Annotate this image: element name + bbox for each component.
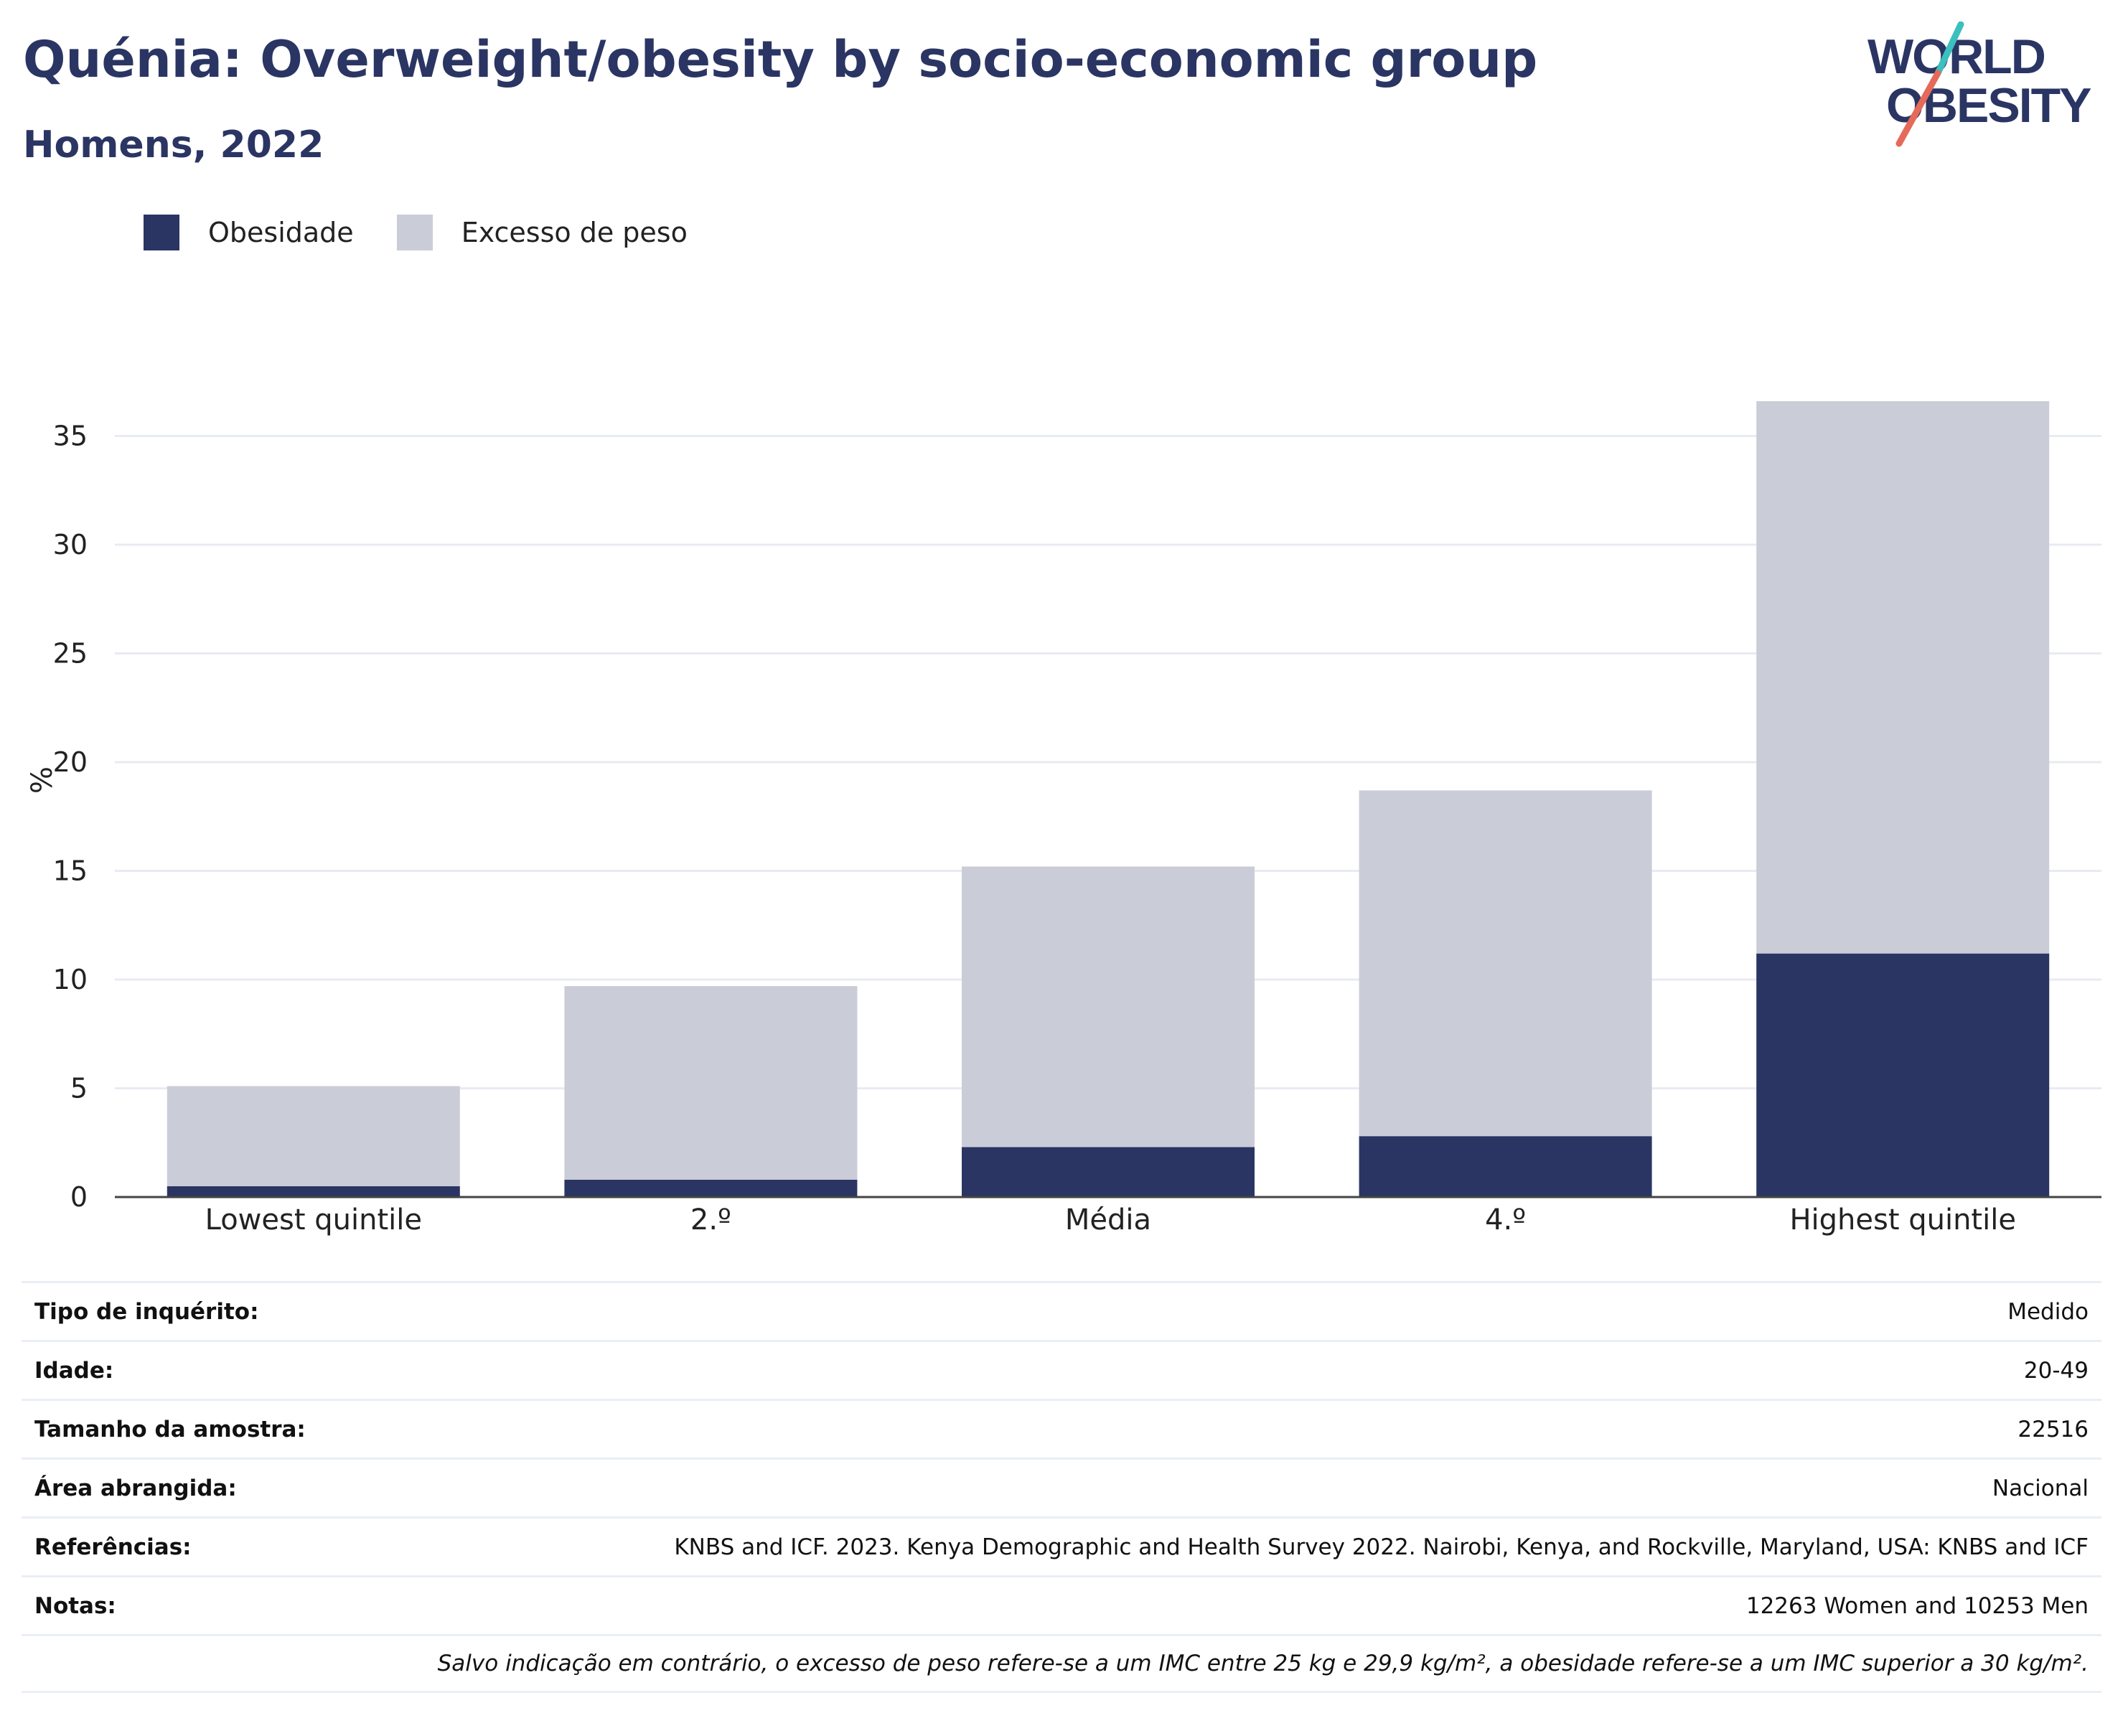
- bar-overweight: [962, 866, 1255, 1148]
- world-obesity-logo: WORLD OBESITY: [1867, 22, 2093, 147]
- info-row-references: Referências: KNBS and ICF. 2023. Kenya D…: [22, 1516, 2101, 1575]
- info-label: Área abrangida:: [34, 1475, 237, 1501]
- y-tick-label: 30: [53, 529, 88, 560]
- x-tick-label: 4.º: [1485, 1204, 1526, 1237]
- bar-obesity: [167, 1186, 460, 1197]
- y-tick-label: 0: [70, 1181, 88, 1213]
- chart-title: Quénia: Overweight/obesity by socio-econ…: [23, 30, 1538, 89]
- x-tick-label: Highest quintile: [1789, 1204, 2016, 1237]
- bar-chart: 0 5 10 15 20 25 30 35% Lowest quintile 2.º Média 4.…: [26, 401, 2101, 1237]
- legend-item-overweight[interactable]: Excesso de peso: [396, 215, 688, 250]
- y-axis-title: %: [26, 766, 59, 794]
- chart-subtitle: Homens, 2022: [23, 123, 324, 166]
- x-tick-label: Média: [1065, 1204, 1151, 1237]
- info-row-sample-size: Tamanho da amostra: 22516: [22, 1399, 2101, 1458]
- info-value: Nacional: [1992, 1475, 2089, 1501]
- bar-overweight: [167, 1086, 460, 1186]
- info-value: 20-49: [2023, 1357, 2089, 1384]
- info-row-age: Idade: 20-49: [22, 1340, 2101, 1399]
- info-value: 22516: [2017, 1416, 2089, 1442]
- legend-label-obesity: Obesidade: [208, 217, 354, 248]
- logo-slash-coral: [1895, 70, 1941, 147]
- bar-overweight: [1359, 790, 1652, 1137]
- info-label: Tipo de inquérito:: [34, 1298, 259, 1325]
- info-footnote: Salvo indicação em contrário, o excesso …: [22, 1634, 2101, 1693]
- survey-info-table: Tipo de inquérito: Medido Idade: 20-49 T…: [22, 1281, 2101, 1693]
- legend-label-overweight: Excesso de peso: [461, 217, 688, 248]
- legend-swatch-obesity: [144, 215, 179, 250]
- bar-overweight: [1756, 401, 2050, 954]
- bar-obesity: [564, 1179, 858, 1197]
- footnote-text: Salvo indicação em contrário, o excesso …: [437, 1651, 2089, 1676]
- chart-legend: Obesidade Excesso de peso: [144, 212, 731, 253]
- info-label: Notas:: [34, 1592, 116, 1619]
- info-label: Referências:: [34, 1534, 192, 1560]
- info-label: Tamanho da amostra:: [34, 1416, 306, 1442]
- y-tick-label: 10: [53, 964, 88, 995]
- bar-obesity: [1756, 953, 2050, 1197]
- y-tick-label: 15: [53, 855, 88, 887]
- y-tick-label: 35: [53, 421, 88, 452]
- info-value: Medido: [2007, 1298, 2089, 1325]
- info-label: Idade:: [34, 1357, 114, 1384]
- info-value: KNBS and ICF. 2023. Kenya Demographic an…: [674, 1534, 2089, 1560]
- info-value: 12263 Women and 10253 Men: [1745, 1592, 2089, 1619]
- x-tick-label: Lowest quintile: [205, 1204, 422, 1237]
- bar-overweight: [564, 986, 858, 1180]
- logo-slash-teal: [1934, 22, 1964, 77]
- info-row-notes: Notas: 12263 Women and 10253 Men: [22, 1575, 2101, 1634]
- y-tick-label: 5: [70, 1073, 88, 1104]
- info-row-area: Área abrangida: Nacional: [22, 1458, 2101, 1516]
- bar-obesity: [962, 1147, 1255, 1197]
- legend-item-obesity[interactable]: Obesidade: [144, 215, 354, 250]
- x-tick-label: 2.º: [690, 1204, 731, 1237]
- bar-obesity: [1359, 1136, 1652, 1197]
- info-row-survey-type: Tipo de inquérito: Medido: [22, 1281, 2101, 1340]
- legend-swatch-overweight: [396, 215, 433, 250]
- y-tick-label: 25: [53, 638, 88, 670]
- y-tick-label: 20: [53, 746, 88, 778]
